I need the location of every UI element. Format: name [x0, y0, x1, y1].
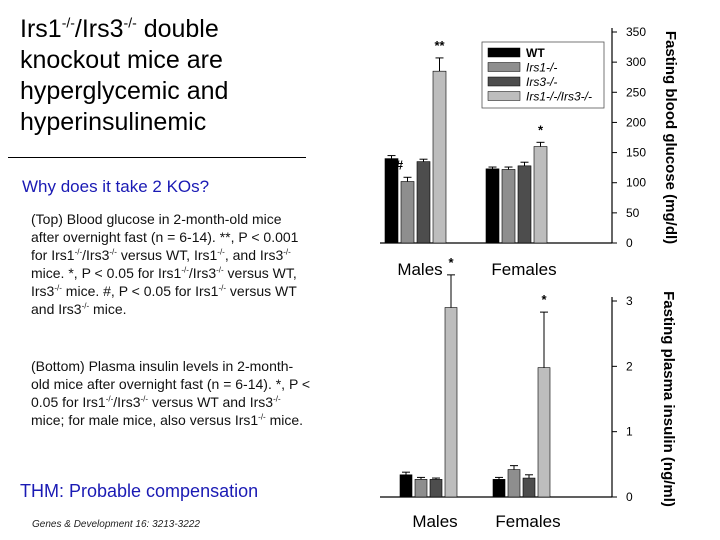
superscript: -/-	[105, 394, 114, 404]
superscript: -/-	[258, 412, 266, 422]
y-tick-label: 1	[626, 425, 633, 439]
bar	[507, 469, 521, 498]
superscript: -/-	[181, 265, 189, 275]
y-tick-label: 250	[626, 85, 646, 99]
significance-marker: **	[434, 38, 445, 53]
y-tick-label: 150	[626, 146, 646, 160]
caption-bottom: (Bottom) Plasma insulin levels in 2-mont…	[31, 358, 311, 428]
bar	[492, 479, 506, 498]
superscript: -/-	[81, 301, 90, 311]
bar	[517, 165, 532, 244]
bar	[400, 181, 415, 244]
significance-marker: *	[538, 122, 544, 137]
superscript: -/-	[74, 247, 83, 257]
y-tick-label: 0	[626, 236, 633, 250]
y-tick-label: 300	[626, 55, 646, 69]
y-tick-label: 0	[626, 490, 633, 504]
superscript: -/-	[273, 394, 281, 404]
legend-label: WT	[526, 46, 545, 60]
superscript: -/-	[216, 265, 224, 275]
y-tick-label: 100	[626, 176, 646, 190]
legend-label: Irs3-/-	[526, 75, 557, 89]
legend-label: Irs1-/-	[526, 61, 557, 75]
y-tick-label: 2	[626, 359, 633, 373]
superscript: -/-	[123, 14, 137, 31]
bar	[429, 479, 443, 498]
caption-top: (Top) Blood glucose in 2-month-old mice …	[31, 211, 299, 317]
y-axis-label: Fasting blood glucose (mg/dl)	[662, 31, 679, 244]
bar	[414, 479, 428, 498]
y-axis-label: Fasting plasma insulin (ng/ml)	[660, 291, 677, 507]
category-label: Females	[491, 260, 556, 279]
legend-label: Irs1-/-/Irs3-/-	[526, 90, 592, 104]
title-divider	[8, 157, 306, 158]
category-label: Females	[495, 512, 560, 531]
legend-swatch	[487, 91, 521, 101]
superscript: -/-	[61, 14, 75, 31]
legend-swatch	[487, 76, 521, 87]
y-tick-label: 3	[626, 294, 633, 308]
superscript: -/-	[217, 247, 225, 257]
category-label: Males	[397, 260, 442, 279]
y-tick-label: 50	[626, 206, 640, 220]
y-tick-label: 350	[626, 25, 646, 39]
bar	[485, 168, 500, 244]
significance-marker: *	[448, 255, 454, 270]
superscript: -/-	[109, 247, 117, 257]
superscript: -/-	[283, 247, 291, 257]
bar	[501, 169, 516, 244]
thm-text: THM: Probable compensation	[20, 481, 259, 501]
slide-title: Irs1-/-/Irs3-/- double knockout mice are…	[20, 14, 229, 136]
superscript: -/-	[218, 283, 227, 293]
superscript: -/-	[140, 394, 149, 404]
bar	[399, 474, 413, 498]
bar	[537, 367, 551, 498]
bar	[432, 70, 447, 244]
significance-marker: *	[541, 292, 547, 307]
category-label: Males	[412, 512, 457, 531]
legend-swatch	[487, 47, 521, 58]
significance-marker: #	[396, 157, 404, 172]
legend-swatch	[487, 62, 521, 72]
bar	[533, 146, 548, 244]
bar	[416, 161, 431, 244]
bar	[522, 477, 536, 498]
superscript: -/-	[54, 283, 62, 293]
y-tick-label: 200	[626, 115, 646, 129]
reference-citation: Genes & Development 16: 3213-3222	[32, 519, 200, 530]
bar	[444, 307, 458, 498]
question-text: Why does it take 2 KOs?	[22, 177, 210, 196]
